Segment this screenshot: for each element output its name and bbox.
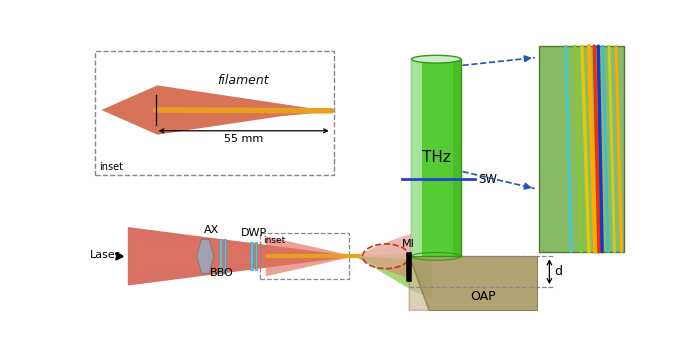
- Bar: [538, 46, 624, 252]
- Polygon shape: [409, 256, 428, 310]
- Text: 55 mm: 55 mm: [224, 134, 263, 144]
- Bar: [412, 59, 422, 256]
- Text: filament: filament: [217, 74, 268, 87]
- Text: MI: MI: [402, 239, 415, 249]
- Polygon shape: [355, 252, 433, 260]
- Polygon shape: [266, 236, 355, 276]
- Text: THz: THz: [422, 150, 451, 165]
- Bar: [255, 243, 257, 270]
- Text: AX: AX: [204, 225, 219, 235]
- Text: inset: inset: [99, 162, 123, 172]
- Bar: [224, 239, 226, 273]
- Text: d: d: [554, 265, 562, 278]
- Polygon shape: [355, 233, 413, 279]
- Polygon shape: [128, 227, 355, 285]
- Text: SW: SW: [478, 173, 497, 186]
- Bar: [95, 51, 334, 175]
- Bar: [412, 59, 461, 256]
- Ellipse shape: [363, 245, 408, 268]
- Bar: [454, 59, 461, 256]
- Text: DWP: DWP: [241, 228, 267, 238]
- Ellipse shape: [412, 55, 461, 63]
- Bar: [251, 243, 253, 270]
- Text: OAP: OAP: [470, 290, 496, 303]
- Text: BBO: BBO: [210, 268, 234, 278]
- Polygon shape: [355, 256, 433, 298]
- Polygon shape: [102, 86, 332, 135]
- Polygon shape: [197, 239, 214, 273]
- Text: inset: inset: [262, 235, 285, 245]
- Bar: [260, 233, 349, 279]
- Text: Laser: Laser: [90, 250, 120, 260]
- Polygon shape: [136, 239, 355, 273]
- Bar: [219, 239, 222, 273]
- Polygon shape: [409, 256, 537, 310]
